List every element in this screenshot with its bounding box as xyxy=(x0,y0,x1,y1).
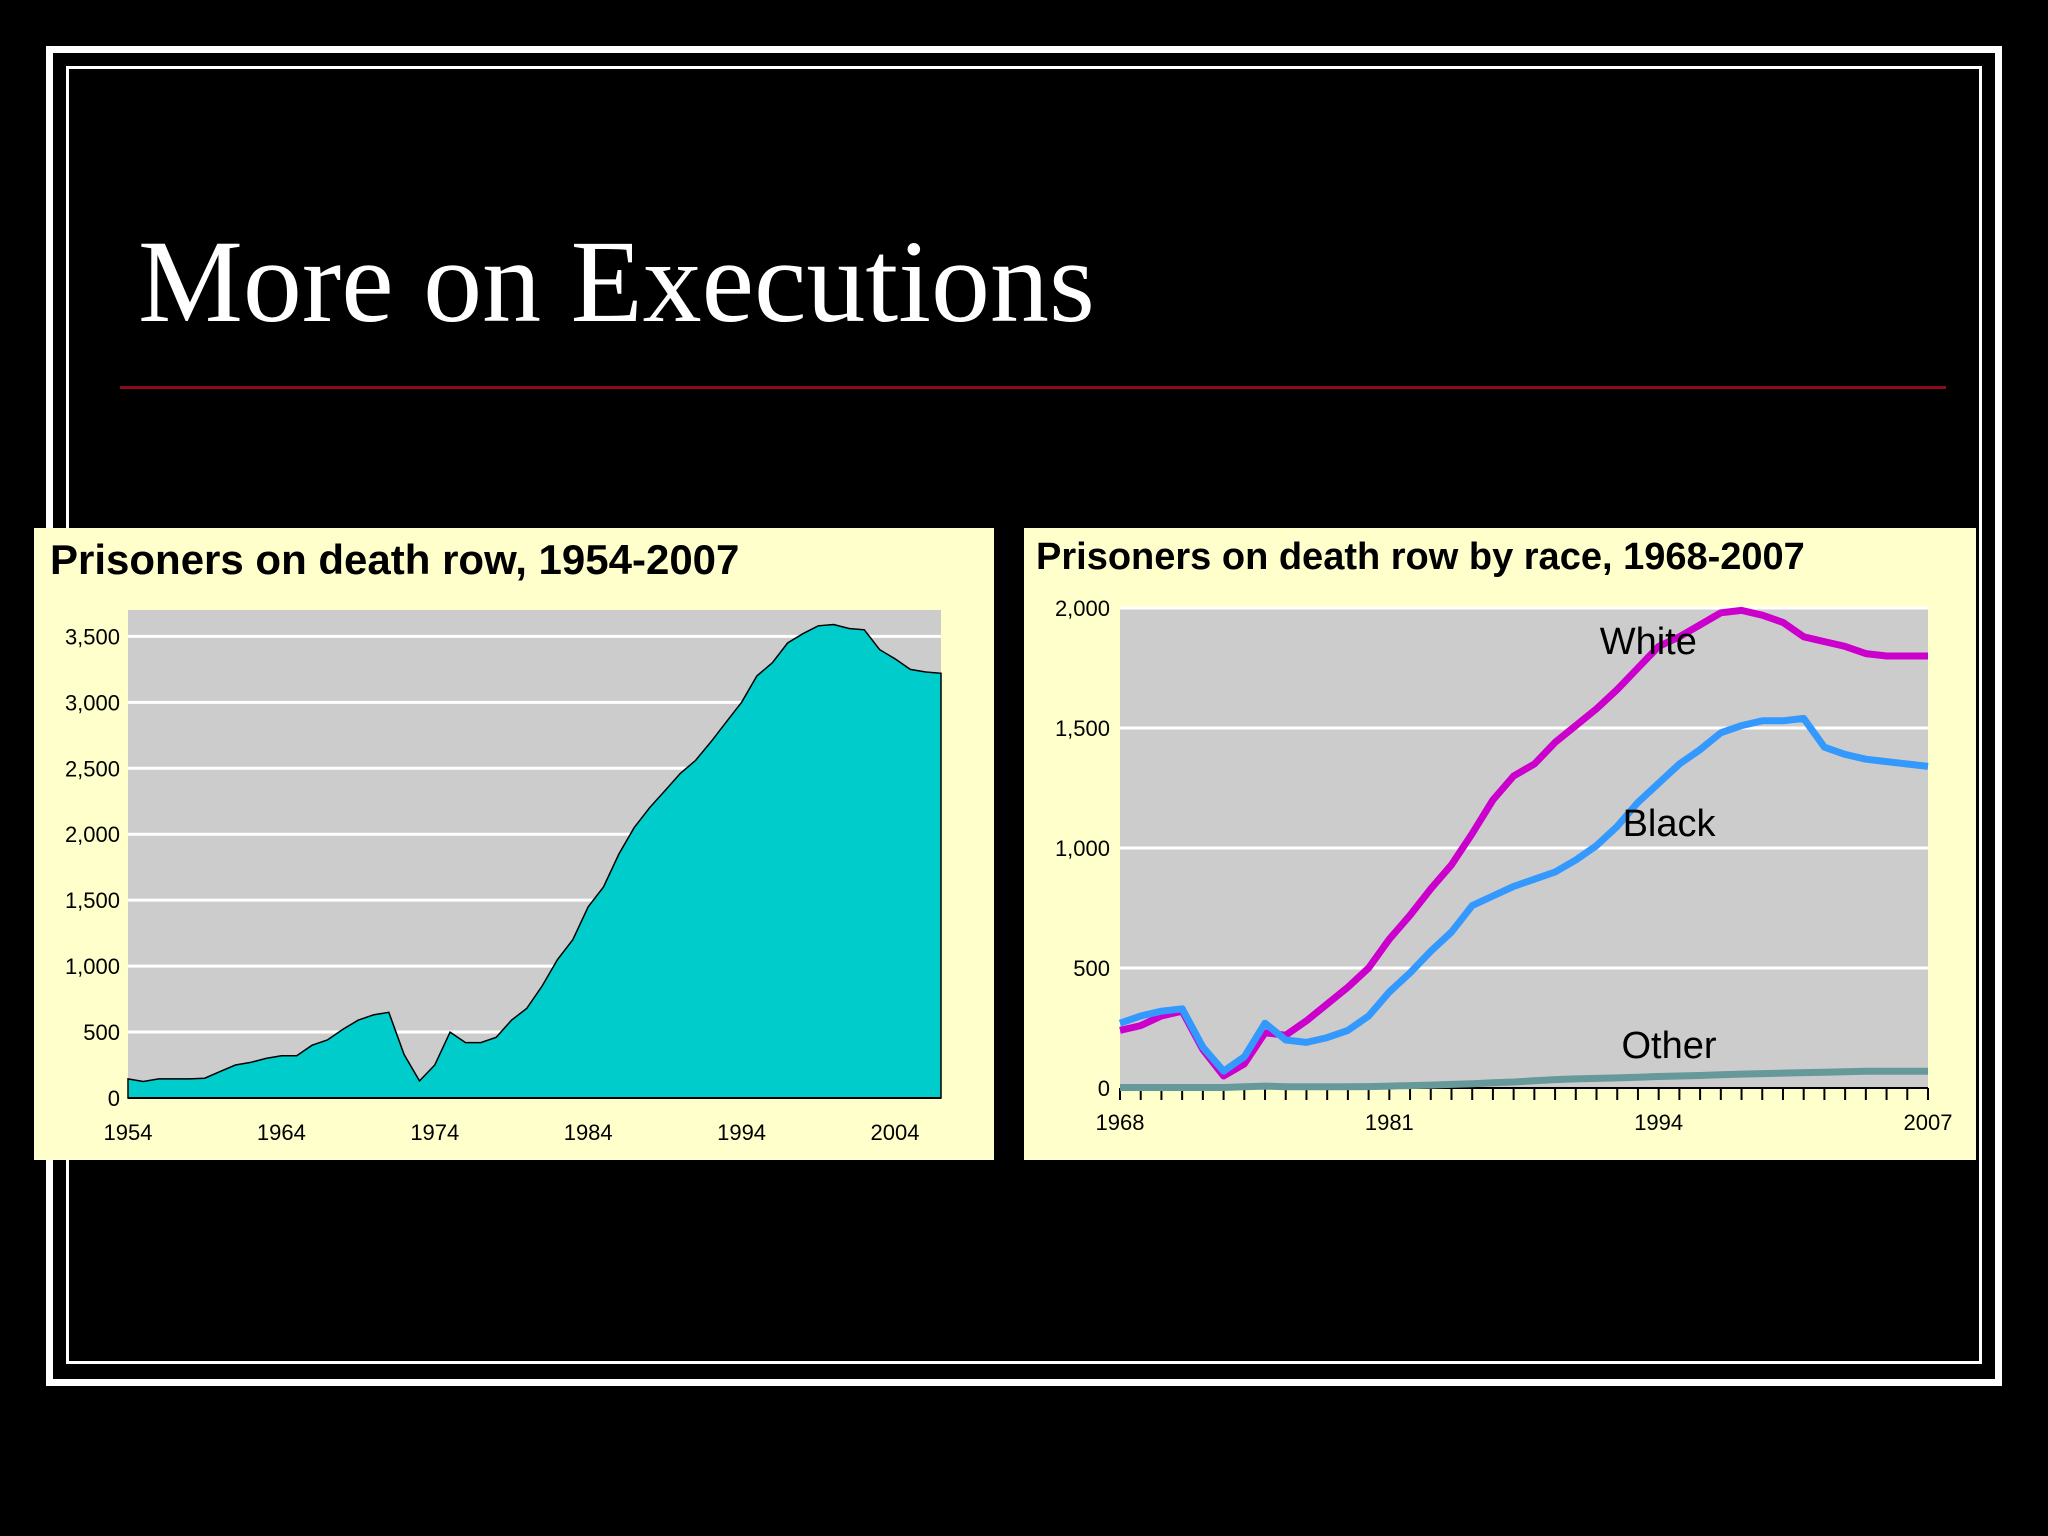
x-tick-label: 1994 xyxy=(717,1120,766,1145)
y-tick-label: 2,000 xyxy=(65,822,120,847)
x-tick-label: 1974 xyxy=(410,1120,459,1145)
x-tick-label: 1994 xyxy=(1634,1110,1683,1135)
x-tick-label: 1984 xyxy=(564,1120,613,1145)
y-tick-label: 3,000 xyxy=(65,690,120,715)
death-row-by-race-chart: 0 500 1,000 1,500 2,000 1968 1981 1994 2007 White… xyxy=(1024,528,1976,1160)
series-line-white xyxy=(1119,606,1928,1080)
death-row-total-plot: 0 500 1,000 1,500 2,000 2,500 3,000 3,500 1954 19… xyxy=(65,610,942,1145)
y-tick-label: 2,500 xyxy=(65,756,120,781)
y-tick-label: 500 xyxy=(83,1020,120,1045)
death-row-by-race-plot: 0 500 1,000 1,500 2,000 1968 1981 1994 2007 White… xyxy=(1055,596,1953,1135)
slide-title: More on Executions xyxy=(138,216,1095,347)
x-tick-label: 1968 xyxy=(1096,1110,1145,1135)
title-divider xyxy=(120,386,1946,389)
area-series-prisoners xyxy=(127,623,942,1099)
death-row-total-chart: 0 500 1,000 1,500 2,000 2,500 3,000 3,500 1954 19… xyxy=(34,528,994,1160)
y-tick-label: 0 xyxy=(1098,1076,1110,1101)
y-tick-label: 1,000 xyxy=(65,954,120,979)
y-tick-label: 1,500 xyxy=(1055,716,1110,741)
y-tick-label: 0 xyxy=(108,1086,120,1111)
x-tick-label: 2007 xyxy=(1904,1110,1953,1135)
y-tick-label: 3,500 xyxy=(65,624,120,649)
y-tick-label: 2,000 xyxy=(1055,596,1110,621)
series-label-black: Black xyxy=(1623,803,1717,845)
y-tick-label: 1,000 xyxy=(1055,836,1110,861)
x-tick-label: 1964 xyxy=(257,1120,306,1145)
x-tick-label: 2004 xyxy=(871,1120,920,1145)
series-line-other xyxy=(1120,1067,1928,1091)
series-label-other: Other xyxy=(1622,1025,1717,1067)
y-tick-label: 1,500 xyxy=(65,888,120,913)
x-tick-label: 1954 xyxy=(104,1120,153,1145)
chart-title: Prisoners on death row, 1954-2007 xyxy=(50,536,740,583)
series-label-white: White xyxy=(1600,621,1697,663)
x-tick-label: 1981 xyxy=(1365,1110,1414,1135)
y-tick-label: 500 xyxy=(1073,956,1110,981)
series-line-black xyxy=(1118,714,1929,1075)
chart-title: Prisoners on death row by race, 1968-200… xyxy=(1036,536,1805,578)
